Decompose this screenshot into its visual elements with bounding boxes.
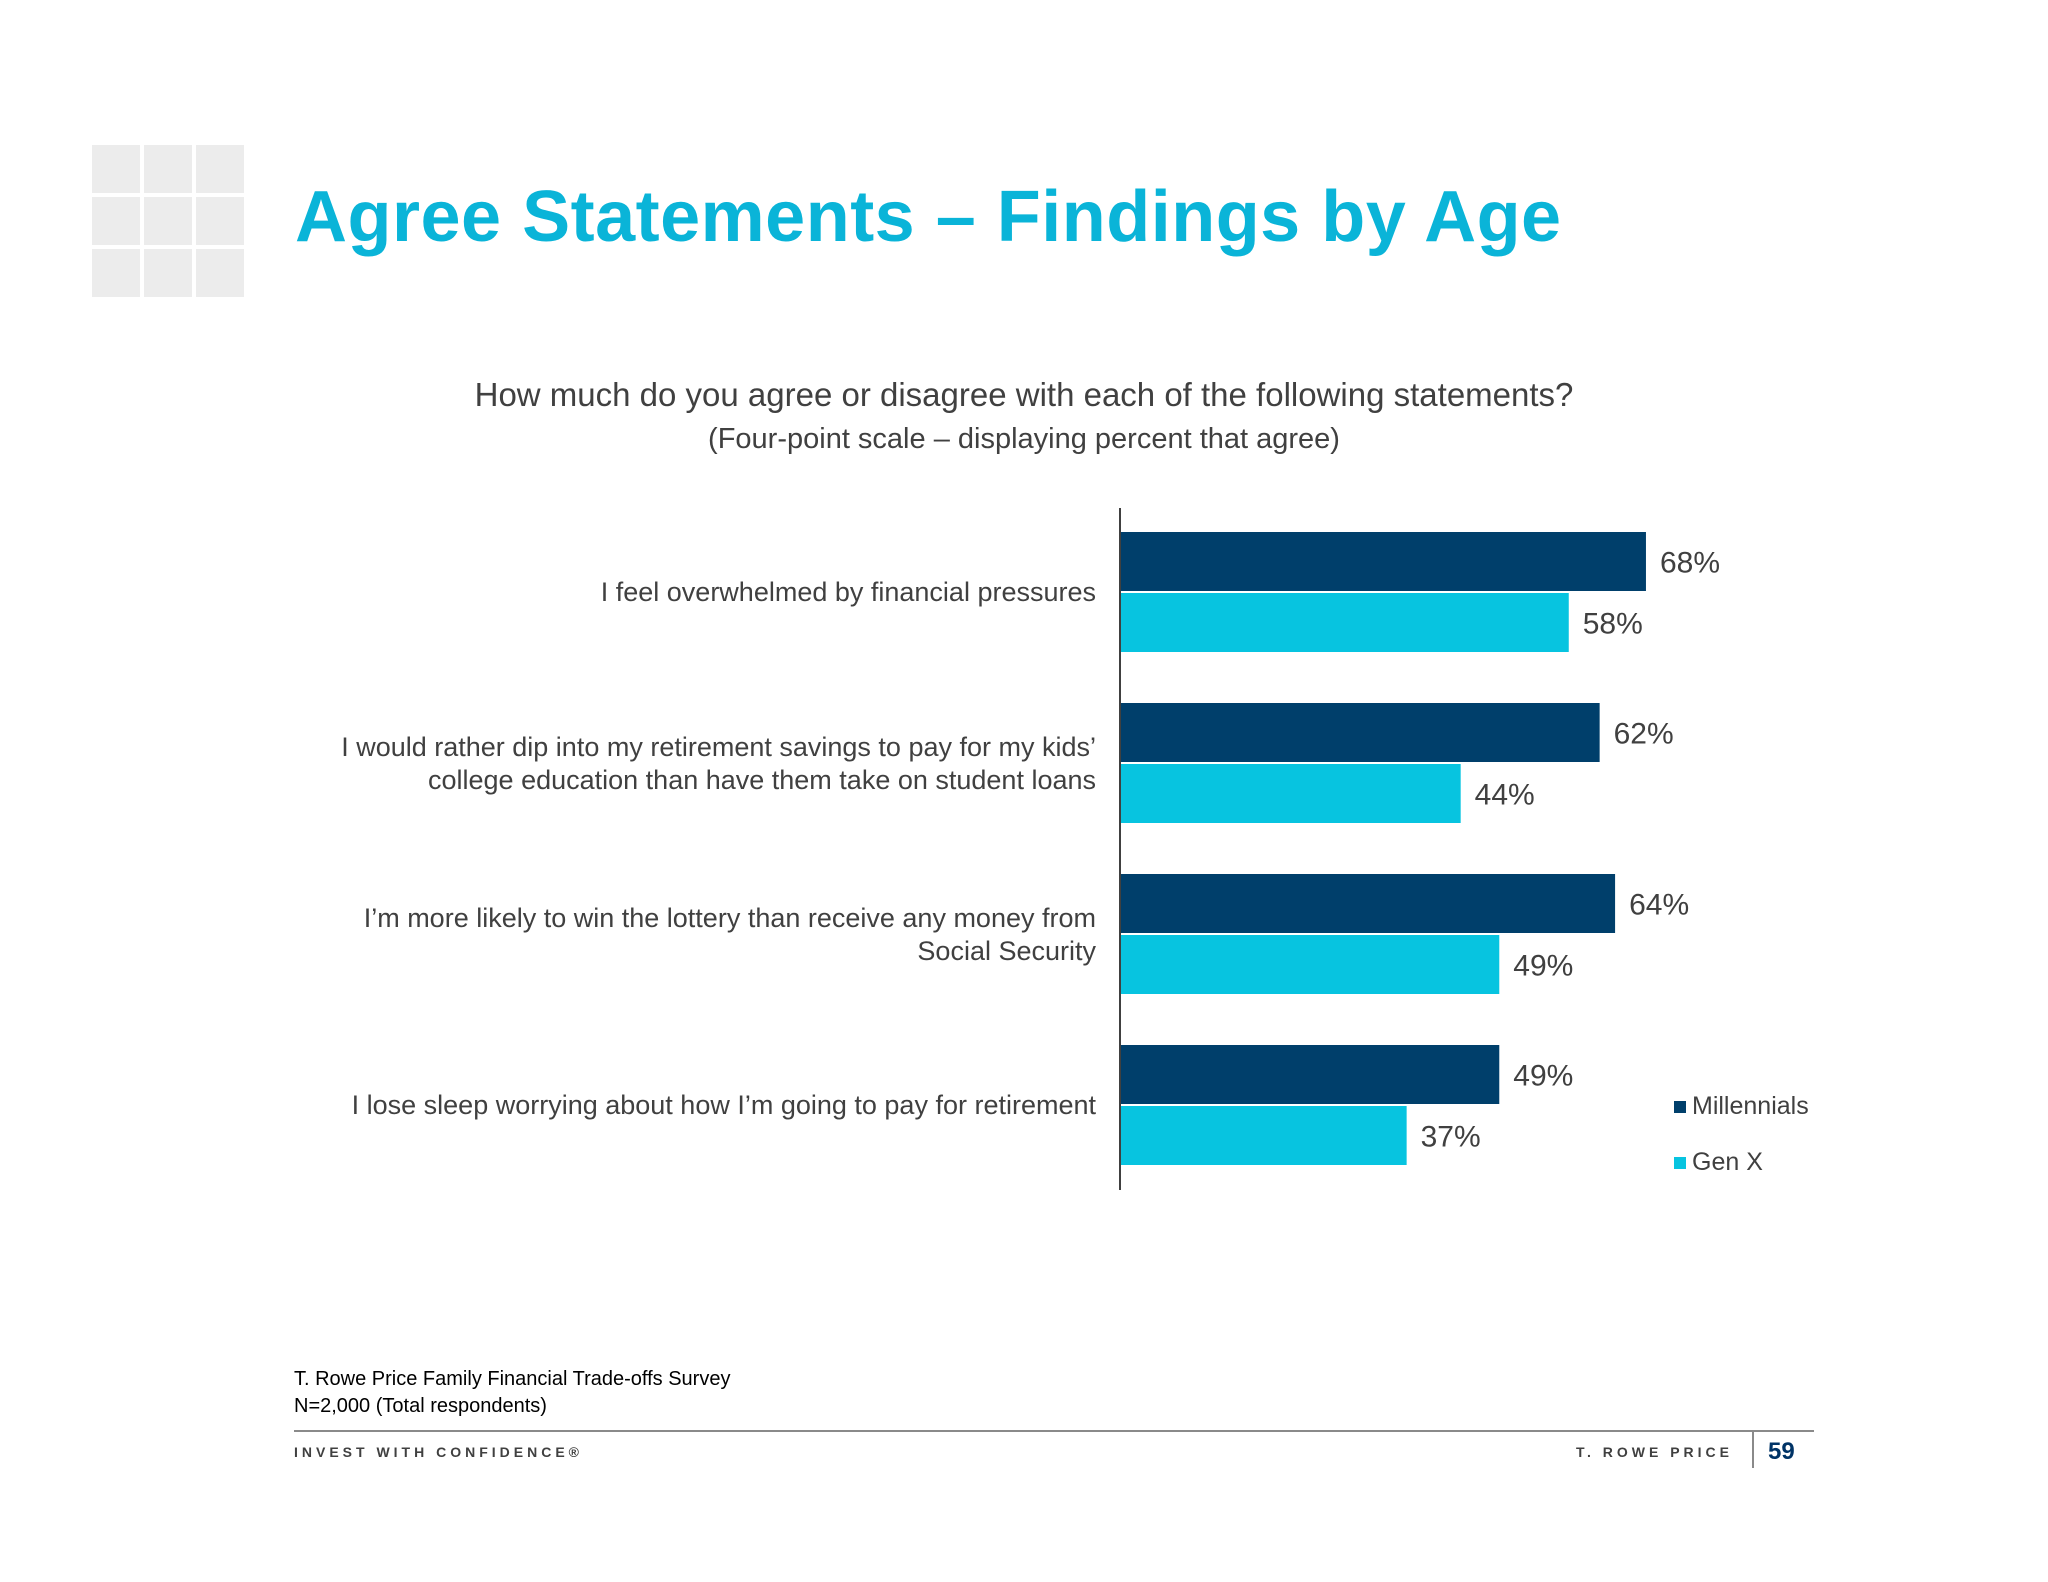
category-label-line: college education than have them take on… (428, 765, 1096, 795)
data-label: 62% (1614, 718, 1674, 751)
sample-size-line: N=2,000 (Total respondents) (294, 1395, 547, 1417)
legend-item-millennials: Millennials (1674, 1092, 1809, 1121)
bar-millennials (1121, 1045, 1500, 1104)
category-label: I would rather dip into my retirement sa… (236, 731, 1096, 797)
footer-vertical-divider (1752, 1432, 1754, 1468)
legend-label: Gen X (1692, 1148, 1763, 1176)
data-label: 49% (1513, 1060, 1573, 1093)
category-label-line: I’m more likely to win the lottery than … (363, 903, 1096, 933)
category-label-line: I would rather dip into my retirement sa… (341, 732, 1096, 762)
category-label-line: Social Security (917, 936, 1096, 966)
bar-genx (1121, 593, 1569, 652)
legend-label: Millennials (1692, 1092, 1809, 1120)
bar-millennials (1121, 703, 1600, 762)
source-line: T. Rowe Price Family Financial Trade-off… (294, 1368, 731, 1390)
category-label-line: I feel overwhelmed by financial pressure… (600, 577, 1096, 607)
bar-genx (1121, 1106, 1407, 1165)
data-label: 37% (1421, 1121, 1481, 1154)
data-label: 44% (1475, 779, 1535, 812)
bar-millennials (1121, 532, 1646, 591)
page-number: 59 (1768, 1438, 1795, 1465)
bar-genx (1121, 935, 1500, 994)
bar-genx (1121, 764, 1461, 823)
data-label: 64% (1629, 889, 1689, 922)
footer-brand: T. ROWE PRICE (1576, 1444, 1734, 1460)
category-label: I lose sleep worrying about how I’m goin… (236, 1089, 1096, 1122)
logo-grid-icon (92, 145, 244, 297)
legend-swatch-millennials (1674, 1100, 1686, 1113)
footer-tagline: INVEST WITH CONFIDENCE® (294, 1444, 583, 1460)
footer-divider (294, 1430, 1814, 1432)
source-note: T. Rowe Price Family Financial Trade-off… (294, 1366, 730, 1420)
data-label: 58% (1583, 608, 1643, 641)
survey-subquestion: (Four-point scale – displaying percent t… (708, 423, 1340, 455)
slide-title: Agree Statements – Findings by Age (295, 177, 1562, 257)
legend-swatch-genx (1674, 1156, 1686, 1169)
survey-question: How much do you agree or disagree with e… (474, 376, 1574, 413)
category-label: I’m more likely to win the lottery than … (236, 902, 1096, 968)
legend-item-genx: Gen X (1674, 1148, 1763, 1177)
category-label-line: I lose sleep worrying about how I’m goin… (351, 1090, 1096, 1120)
data-label: 49% (1513, 950, 1573, 983)
category-label: I feel overwhelmed by financial pressure… (236, 576, 1096, 609)
data-label: 68% (1660, 547, 1720, 580)
bar-millennials (1121, 874, 1616, 933)
